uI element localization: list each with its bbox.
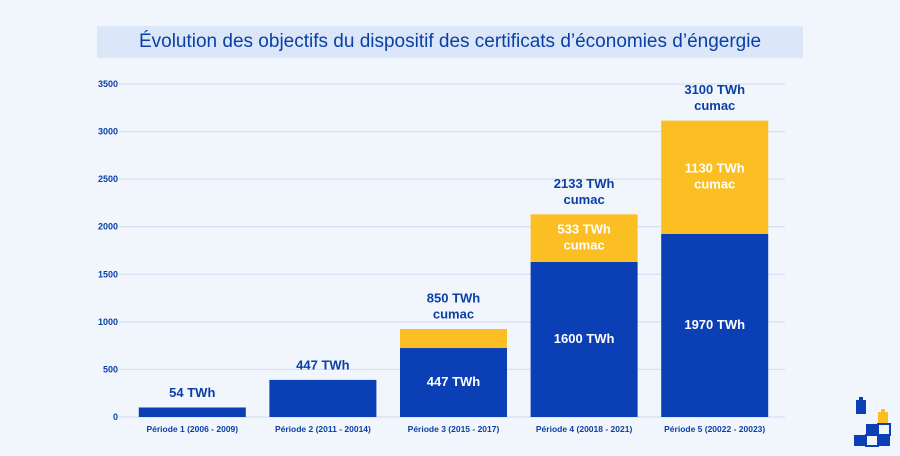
bar-total-label: 3100 TWh (684, 82, 745, 97)
bar-segment-label: cumac (563, 238, 604, 253)
stacked-battery-logo-icon (854, 397, 891, 447)
bar-total-label: 2133 TWh (554, 176, 615, 191)
y-tick-label: 2000 (98, 222, 118, 232)
bar-segment (138, 407, 246, 417)
bar-segment-label: 447 TWh (427, 374, 481, 389)
chart-title-banner: Évolution des objectifs du dispositif de… (97, 26, 803, 58)
x-tick-label: Période 5 (20022 - 20023) (664, 424, 765, 434)
bar-segment-label: 1600 TWh (554, 331, 615, 346)
bar-segment (661, 120, 769, 234)
y-tick-label: 1500 (98, 269, 118, 279)
bar-segment-label: cumac (694, 177, 735, 192)
bar-segment-label: 1970 TWh (684, 317, 745, 332)
y-tick-label: 3000 (98, 127, 118, 137)
y-tick-label: 0 (113, 412, 118, 422)
y-tick-label: 2500 (98, 174, 118, 184)
bar-total-label: 850 TWh (427, 290, 481, 305)
bar-segment-label: 1130 TWh (685, 161, 745, 176)
x-tick-label: Période 1 (2006 - 2009) (146, 424, 238, 434)
x-tick-label: Période 3 (2015 - 2017) (408, 424, 500, 434)
y-tick-label: 3500 (98, 79, 118, 89)
bar-segment (530, 261, 638, 417)
x-tick-label: Période 2 (2011 - 20014) (275, 424, 371, 434)
bar-segment (530, 214, 638, 262)
bar-total-label: 447 TWh (296, 357, 350, 372)
bar-total-label: cumac (563, 192, 604, 207)
x-tick-label: Période 4 (20018 - 2021) (536, 424, 633, 434)
bar-total-label: cumac (694, 98, 735, 113)
y-tick-label: 500 (103, 364, 118, 374)
bar-segment (400, 328, 507, 349)
bar-segment-label: 533 TWh (557, 222, 611, 237)
bar-segment (269, 379, 377, 417)
bar-segment (661, 233, 769, 417)
chart-title: Évolution des objectifs du dispositif de… (138, 31, 762, 52)
bar-total-label: cumac (433, 306, 474, 321)
y-tick-label: 1000 (98, 317, 118, 327)
bar-total-label: 54 TWh (169, 385, 215, 400)
bar-segment (400, 348, 507, 417)
